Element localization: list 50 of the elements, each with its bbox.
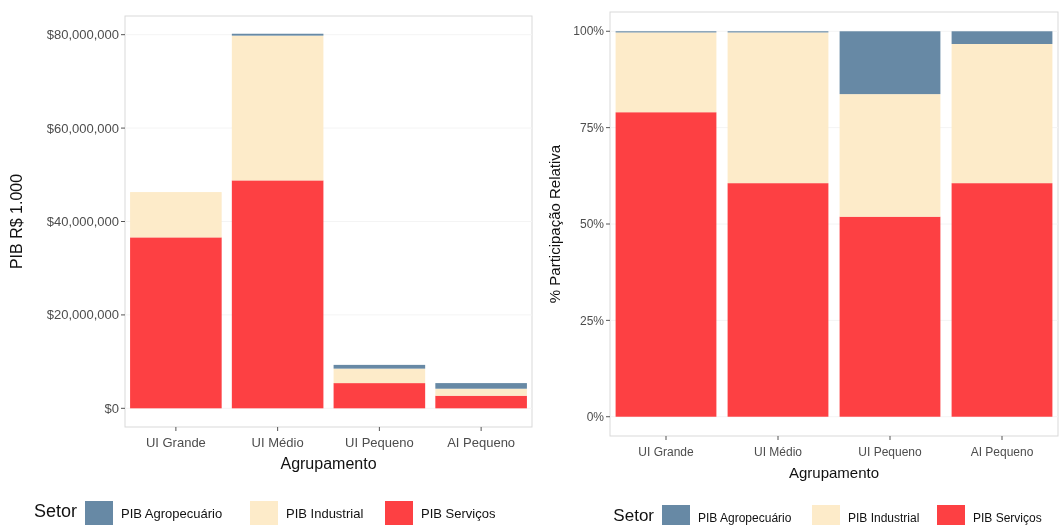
bar: [727, 183, 829, 417]
bar: [615, 112, 717, 417]
legend-label: PIB Serviços: [973, 511, 1042, 525]
x-tick-label: AI Pequeno: [970, 445, 1034, 459]
y-tick-label: 100%: [573, 24, 605, 39]
y-tick-label: 25%: [579, 313, 605, 328]
bar: [333, 383, 426, 409]
legend-label: PIB Agropecuário: [698, 511, 792, 525]
bar: [333, 364, 426, 369]
bar: [839, 216, 941, 417]
bar: [951, 31, 1053, 44]
bar: [951, 183, 1053, 417]
legend-title: Setor: [613, 506, 655, 525]
y-axis-title: % Participação Relativa: [546, 144, 563, 304]
legend-label: PIB Serviços: [421, 506, 496, 521]
x-tick-label: UI Grande: [638, 445, 695, 459]
x-axis-title: Agrupamento: [788, 464, 880, 481]
y-tick-label: $60,000,000: [46, 120, 119, 136]
legend-label: PIB Industrial: [848, 511, 920, 525]
legend-label: PIB Industrial: [286, 506, 364, 521]
bar: [231, 35, 324, 181]
y-tick-label: $80,000,000: [46, 27, 119, 43]
bar: [130, 192, 222, 238]
bar: [435, 388, 527, 396]
bar: [839, 94, 941, 217]
bar: [231, 180, 324, 409]
x-tick-label: UI Médio: [753, 445, 803, 459]
bar: [333, 368, 426, 384]
x-tick-label: UI Grande: [145, 435, 206, 450]
legend-label: PIB Agropecuário: [121, 506, 223, 521]
x-tick-label: UI Pequeno: [345, 435, 414, 450]
y-tick-label: 50%: [579, 217, 605, 232]
legend-title: Setor: [33, 501, 77, 521]
y-tick-label: 0%: [586, 409, 605, 424]
bar: [951, 43, 1053, 184]
bar: [435, 383, 527, 389]
bar: [130, 237, 222, 409]
x-tick-label: UI Pequeno: [858, 445, 923, 459]
y-tick-label: $20,000,000: [46, 307, 119, 323]
y-tick-label: 75%: [579, 120, 605, 135]
bar: [615, 32, 717, 113]
bar: [435, 395, 527, 409]
x-tick-label: AI Pequeno: [447, 435, 516, 450]
x-tick-label: UI Médio: [251, 435, 304, 450]
bar: [727, 32, 829, 184]
y-axis-title: PIB R$ 1.000: [8, 173, 25, 270]
y-tick-label: $0: [104, 400, 119, 416]
y-tick-label: $40,000,000: [46, 214, 119, 230]
x-axis-title: Agrupamento: [280, 455, 377, 472]
bar: [839, 31, 941, 95]
